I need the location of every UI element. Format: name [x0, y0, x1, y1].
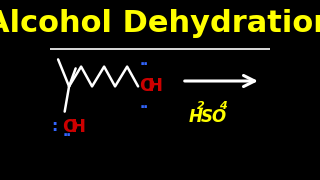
- Text: ·: ·: [140, 101, 145, 115]
- Text: Alcohol Dehydration: Alcohol Dehydration: [0, 9, 320, 38]
- Text: SO: SO: [201, 108, 227, 126]
- Text: ·: ·: [63, 129, 68, 143]
- Text: ·: ·: [140, 58, 145, 72]
- Text: 4: 4: [219, 101, 227, 111]
- Text: H: H: [148, 77, 163, 95]
- Text: ·: ·: [143, 101, 148, 115]
- Text: O: O: [139, 77, 155, 95]
- Text: 2: 2: [197, 101, 204, 111]
- Text: O: O: [62, 118, 78, 136]
- Text: ·: ·: [143, 58, 148, 72]
- Text: ·: ·: [65, 129, 71, 143]
- Text: H: H: [188, 108, 202, 126]
- Text: H: H: [71, 118, 85, 136]
- Text: :: :: [51, 119, 58, 134]
